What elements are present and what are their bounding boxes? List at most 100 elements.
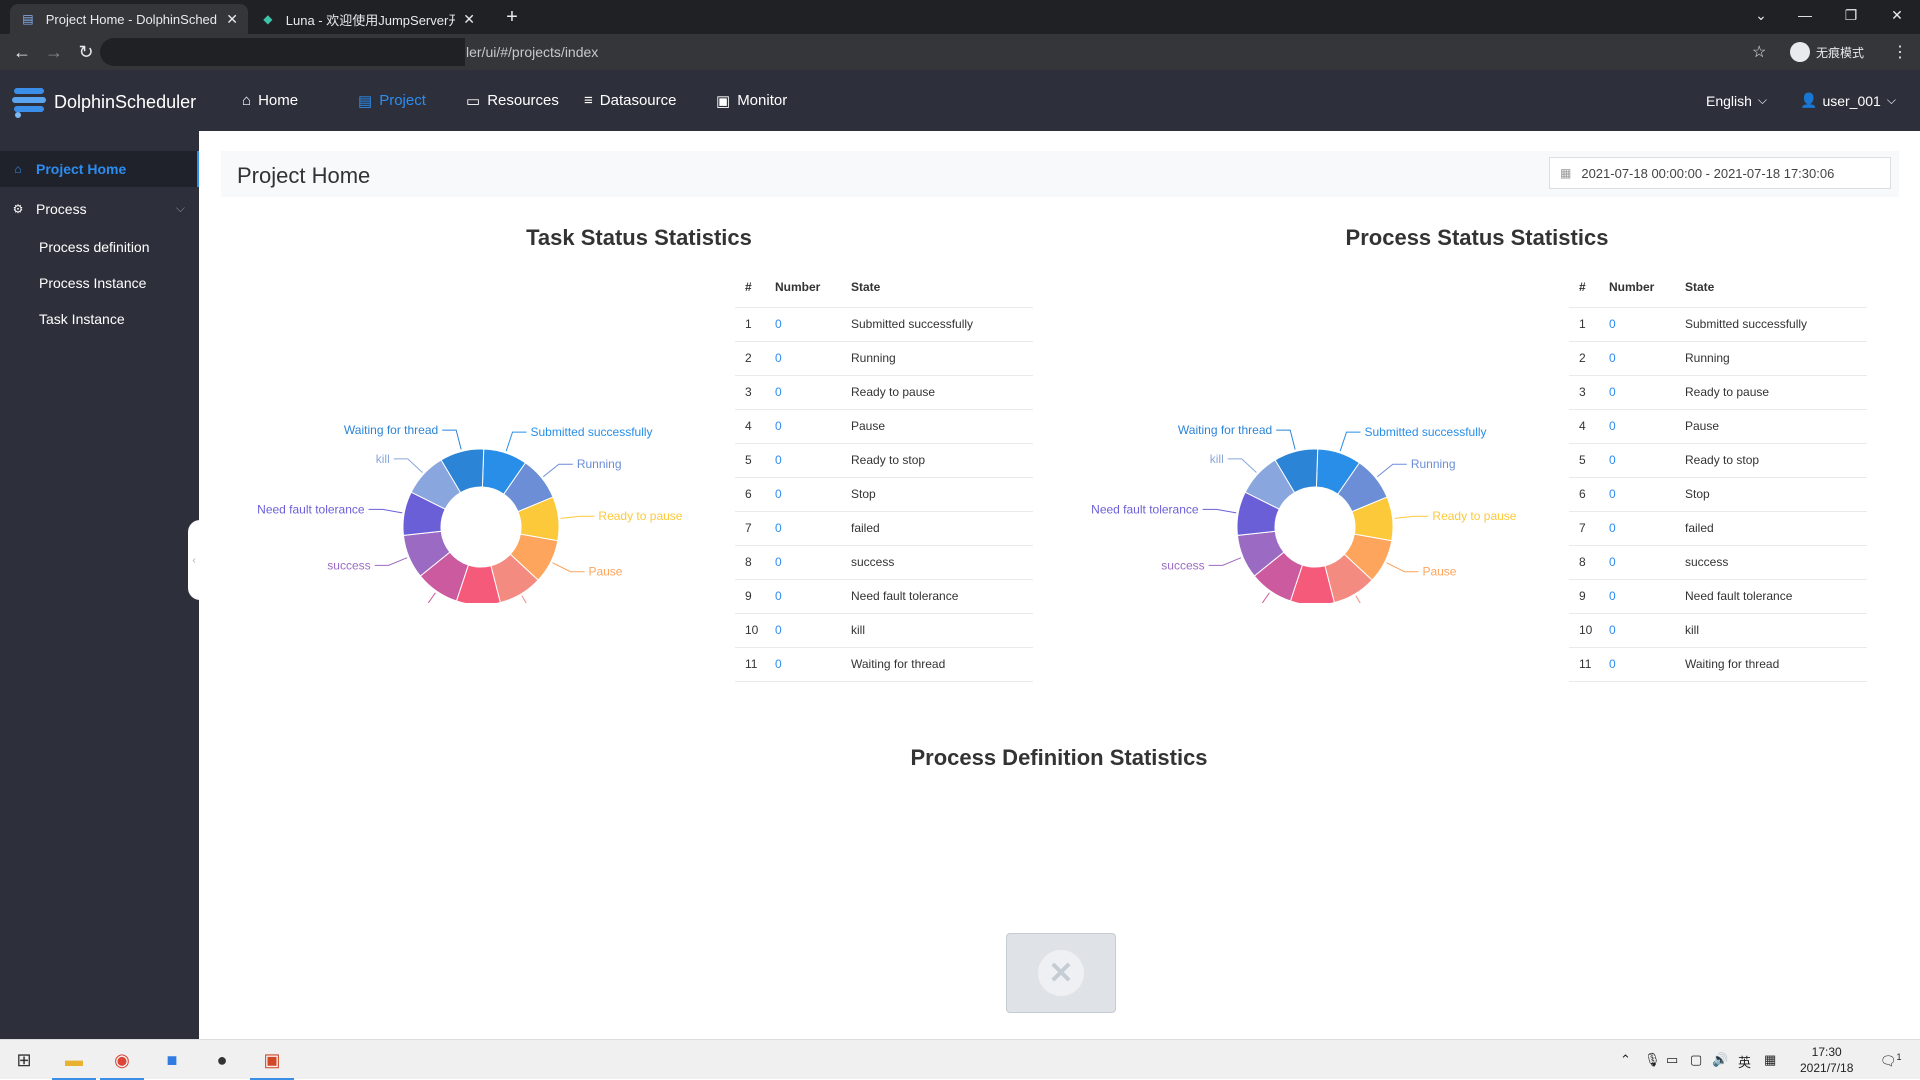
- row-number[interactable]: 0: [775, 477, 851, 512]
- row-number[interactable]: 0: [1609, 613, 1685, 648]
- url-text[interactable]: ler/ui/#/projects/index: [466, 44, 599, 60]
- sidebar: ⌂ Project Home ⚙ Process ⌵ Process defin…: [0, 131, 199, 1039]
- row-number[interactable]: 0: [1609, 477, 1685, 512]
- volume-icon[interactable]: 🔊: [1712, 1052, 1729, 1067]
- browser-tab-bar: ▤ Project Home - DolphinSched ✕ ◆ Luna -…: [0, 0, 1920, 34]
- table-row: 8 0 success: [1569, 545, 1867, 580]
- row-index: 10: [735, 613, 775, 648]
- system-clock[interactable]: 17:30 2021/7/18: [1800, 1044, 1853, 1076]
- close-icon[interactable]: ✕: [463, 10, 475, 27]
- sidebar-item-process[interactable]: ⚙ Process ⌵: [0, 191, 199, 227]
- table-row: 10 0 kill: [1569, 613, 1867, 648]
- row-index: 2: [735, 341, 775, 376]
- row-number[interactable]: 0: [775, 341, 851, 376]
- language-label: English: [1706, 92, 1752, 109]
- row-state: success: [851, 545, 1033, 580]
- notification-icon[interactable]: 🗨1: [1880, 1052, 1902, 1069]
- row-number[interactable]: 0: [1609, 443, 1685, 478]
- col-index: #: [735, 267, 775, 308]
- browser-menu-icon[interactable]: ⋮: [1892, 44, 1908, 61]
- row-number[interactable]: 0: [1609, 545, 1685, 580]
- nav-datasource-label: Datasource: [599, 92, 677, 109]
- nav-resources[interactable]: ▭ Resources: [466, 70, 559, 131]
- browser-tab-project-home[interactable]: ▤ Project Home - DolphinSched ✕: [10, 4, 248, 34]
- row-number[interactable]: 0: [775, 375, 851, 410]
- chrome-icon[interactable]: ◉: [100, 1046, 144, 1080]
- notes-app-icon[interactable]: ■: [166, 1049, 178, 1070]
- donut-label: Ready to pause: [1432, 509, 1516, 523]
- row-number[interactable]: 0: [775, 647, 851, 682]
- browser-tab-luna[interactable]: ◆ Luna - 欢迎使用JumpServer开 ✕: [250, 4, 485, 34]
- sidebar-item-project-home[interactable]: ⌂ Project Home: [0, 151, 199, 187]
- row-state: Waiting for thread: [851, 647, 1033, 682]
- nav-project[interactable]: ▤ Project: [358, 70, 426, 131]
- table-row: 6 0 Stop: [735, 477, 1033, 512]
- microphone-icon[interactable]: 🎙: [1644, 1052, 1661, 1067]
- close-icon[interactable]: ✕: [226, 10, 238, 27]
- nav-datasource[interactable]: ≡ Datasource: [584, 70, 676, 131]
- incognito-indicator[interactable]: 无痕模式: [1790, 41, 1864, 63]
- date-range-picker[interactable]: ▦ 2021-07-18 00:00:00 - 2021-07-18 17:30…: [1549, 157, 1891, 189]
- donut-label: failed: [377, 602, 406, 603]
- row-state: kill: [851, 613, 1033, 648]
- nav-monitor[interactable]: ▣ Monitor: [716, 70, 787, 131]
- reload-icon[interactable]: ↻: [78, 42, 94, 62]
- row-number[interactable]: 0: [1609, 375, 1685, 410]
- row-index: 9: [735, 579, 775, 614]
- col-number: Number: [775, 267, 851, 308]
- row-number[interactable]: 0: [775, 545, 851, 580]
- battery-icon[interactable]: ▭: [1666, 1052, 1679, 1067]
- row-state: Need fault tolerance: [851, 579, 1033, 614]
- row-index: 9: [1569, 579, 1609, 614]
- restore-button[interactable]: ❐: [1844, 7, 1858, 23]
- row-number[interactable]: 0: [775, 443, 851, 478]
- ime-indicator[interactable]: 英: [1738, 1055, 1752, 1070]
- row-number[interactable]: 0: [775, 307, 851, 342]
- donut-slice[interactable]: [440, 448, 485, 494]
- user-menu[interactable]: 👤 user_001 ⌵: [1800, 70, 1896, 131]
- back-icon[interactable]: ←: [13, 42, 31, 62]
- row-number[interactable]: 0: [1609, 579, 1685, 614]
- browser-toolbar: ← → ↻ ler/ui/#/projects/index ☆ 无痕模式 ⋮: [0, 34, 1920, 70]
- keyboard-layout-icon[interactable]: ▦: [1764, 1052, 1777, 1067]
- sidebar-sub-process-definition[interactable]: Process definition: [39, 239, 150, 255]
- bookmark-star-icon[interactable]: ☆: [1752, 44, 1767, 61]
- row-number[interactable]: 0: [1609, 647, 1685, 682]
- row-state: Waiting for thread: [1685, 647, 1867, 682]
- new-tab-button[interactable]: +: [506, 6, 518, 28]
- sidebar-sub-task-instance[interactable]: Task Instance: [39, 311, 125, 327]
- page-title-bar: Project Home ▦ 2021-07-18 00:00:00 - 202…: [221, 151, 1899, 197]
- dolphin-logo-icon: [12, 88, 46, 118]
- table-row: 7 0 failed: [735, 511, 1033, 546]
- page-title: Project Home: [237, 163, 371, 188]
- row-number[interactable]: 0: [1609, 341, 1685, 376]
- network-icon[interactable]: ▢: [1690, 1052, 1703, 1067]
- media-app-icon[interactable]: ●: [216, 1049, 228, 1070]
- language-select[interactable]: English ⌵: [1706, 70, 1767, 131]
- nav-home[interactable]: ⌂ Home: [242, 70, 298, 131]
- brand-logo[interactable]: DolphinScheduler: [10, 84, 196, 120]
- row-state: Submitted successfully: [851, 307, 1033, 342]
- windows-start-icon[interactable]: ⊞: [16, 1049, 32, 1070]
- label-leader-line: [542, 463, 573, 478]
- process-status-table: # Number State 1 0 Submitted successfully 2…: [1569, 267, 1867, 682]
- row-number[interactable]: 0: [1609, 307, 1685, 342]
- powerpoint-icon[interactable]: ▣: [250, 1046, 294, 1080]
- row-number[interactable]: 0: [775, 409, 851, 444]
- donut-slice[interactable]: [1274, 448, 1319, 494]
- close-window-button[interactable]: ✕: [1891, 7, 1903, 23]
- tab-search-icon[interactable]: ⌄: [1755, 7, 1767, 23]
- file-explorer-icon[interactable]: ▬: [52, 1046, 96, 1080]
- sidebar-collapse-handle[interactable]: ‹: [188, 520, 200, 600]
- minimize-button[interactable]: —: [1798, 7, 1812, 23]
- row-number[interactable]: 0: [775, 511, 851, 546]
- row-number[interactable]: 0: [775, 579, 851, 614]
- row-number[interactable]: 0: [1609, 409, 1685, 444]
- forward-icon[interactable]: →: [45, 42, 63, 62]
- table-row: 6 0 Stop: [1569, 477, 1867, 512]
- sidebar-sub-process-instance[interactable]: Process Instance: [39, 275, 147, 291]
- database-icon: ≡: [584, 92, 593, 109]
- row-number[interactable]: 0: [1609, 511, 1685, 546]
- tray-chevron-up-icon[interactable]: ⌃: [1620, 1052, 1631, 1067]
- row-number[interactable]: 0: [775, 613, 851, 648]
